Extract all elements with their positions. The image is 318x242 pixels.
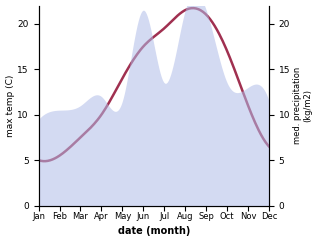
- Y-axis label: max temp (C): max temp (C): [5, 74, 15, 137]
- Y-axis label: med. precipitation
(kg/m2): med. precipitation (kg/m2): [293, 67, 313, 144]
- X-axis label: date (month): date (month): [118, 227, 190, 236]
